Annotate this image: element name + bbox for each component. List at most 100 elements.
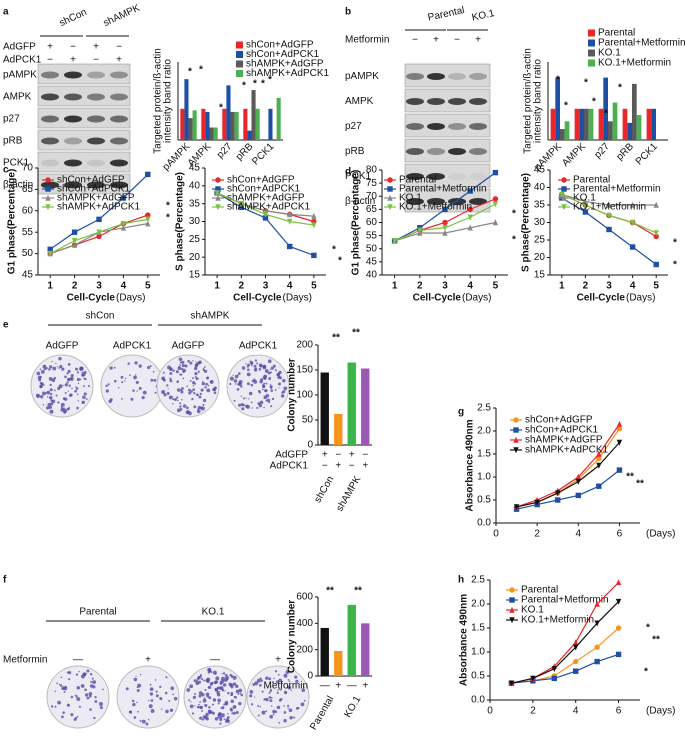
marker xyxy=(120,224,127,231)
plate xyxy=(100,354,164,418)
colony xyxy=(186,385,188,387)
blot-band xyxy=(87,137,105,145)
x-tick-label: 4 xyxy=(576,529,582,540)
blot-band xyxy=(427,98,445,105)
colony xyxy=(149,365,152,367)
colony xyxy=(36,371,41,376)
y-axis-label: Absorbance 490nm xyxy=(459,594,470,686)
colony xyxy=(98,702,103,707)
legend-marker xyxy=(215,194,221,201)
colony xyxy=(230,699,235,703)
colony xyxy=(268,696,272,699)
y-tick-label: 1.0 xyxy=(477,472,491,483)
colony xyxy=(67,407,70,410)
condition-label: AdPCK1 xyxy=(270,461,309,472)
colony xyxy=(229,382,232,385)
significance-mark: ** xyxy=(332,333,340,344)
legend-label: shCon+AdPCK1 xyxy=(525,425,599,436)
colony xyxy=(200,406,205,411)
marker xyxy=(492,169,499,176)
y-tick-label: 0.5 xyxy=(471,671,485,682)
colony xyxy=(219,722,222,725)
colony xyxy=(198,703,200,706)
colony xyxy=(209,380,214,384)
marker xyxy=(287,218,293,225)
colony xyxy=(294,675,298,679)
series-line xyxy=(511,601,619,684)
legend-marker xyxy=(513,447,519,454)
bar xyxy=(222,108,227,140)
legend-swatch xyxy=(588,29,595,37)
colony xyxy=(280,394,285,398)
marker xyxy=(262,215,269,221)
colony xyxy=(206,388,211,393)
colony xyxy=(58,357,62,361)
colony xyxy=(36,393,39,397)
blot-band xyxy=(64,181,82,189)
colony xyxy=(283,719,287,723)
legend-marker xyxy=(509,606,515,613)
marker xyxy=(442,225,448,231)
legend-swatch xyxy=(236,41,243,49)
legend-label: KO.1+Metformin xyxy=(598,58,671,69)
colony xyxy=(68,384,71,387)
colony xyxy=(105,384,108,388)
condition-sign: + xyxy=(433,35,439,46)
colony xyxy=(224,690,226,692)
x-tick-label: 2 xyxy=(417,281,423,292)
bar xyxy=(584,108,589,140)
colony xyxy=(67,369,71,373)
marker xyxy=(417,227,423,234)
colony xyxy=(192,388,196,391)
condition-sign: — xyxy=(210,655,220,666)
colony xyxy=(253,696,256,698)
blot-band xyxy=(427,123,445,130)
legend-marker xyxy=(513,417,519,423)
significance-mark: * xyxy=(512,209,516,220)
colony xyxy=(120,375,124,379)
colony xyxy=(39,375,42,378)
colony xyxy=(57,401,60,404)
legend-label: shCon+AdPCK1 xyxy=(57,184,131,195)
blot-band xyxy=(64,159,82,167)
blot-strip xyxy=(404,163,491,188)
y-tick-label: 40 xyxy=(189,180,201,191)
colony xyxy=(78,670,80,673)
treatment-label: AdPCK1 xyxy=(239,341,278,352)
colony xyxy=(249,694,253,698)
colony xyxy=(283,673,288,678)
colony xyxy=(232,682,236,686)
condition-sign: + xyxy=(70,55,76,66)
blot-band xyxy=(469,123,487,130)
blot-row-label: β-actin xyxy=(345,196,375,207)
colony xyxy=(132,389,135,392)
colony xyxy=(220,683,222,685)
legend-label: Parental+Metformin xyxy=(399,184,487,195)
treatment-label: AdGFP xyxy=(172,341,205,352)
colony xyxy=(221,676,225,681)
colony xyxy=(135,380,139,384)
y-tick-label: 70 xyxy=(22,163,34,174)
significance-mark: * xyxy=(592,97,596,108)
legend-label: KO.1+Metformin xyxy=(521,615,594,626)
colony xyxy=(300,702,305,707)
colony xyxy=(277,673,280,676)
colony xyxy=(283,690,288,695)
y-tick-label: 45 xyxy=(534,165,546,176)
x-tick-label: PCK1 xyxy=(250,141,277,168)
significance-mark: * xyxy=(261,79,265,90)
colony xyxy=(214,717,219,721)
condition-label: AdPCK1 xyxy=(3,55,42,66)
colony xyxy=(84,688,87,692)
colony xyxy=(236,388,240,391)
legend-swatch xyxy=(236,60,243,68)
colony xyxy=(92,680,97,685)
colony xyxy=(191,712,195,715)
legend-marker xyxy=(215,186,221,192)
colony xyxy=(189,704,194,709)
marker xyxy=(71,238,78,244)
x-axis-label: Cell-Cycle xyxy=(233,293,282,304)
plate xyxy=(46,665,110,729)
marker xyxy=(606,226,612,233)
significance-mark: * xyxy=(338,256,342,267)
